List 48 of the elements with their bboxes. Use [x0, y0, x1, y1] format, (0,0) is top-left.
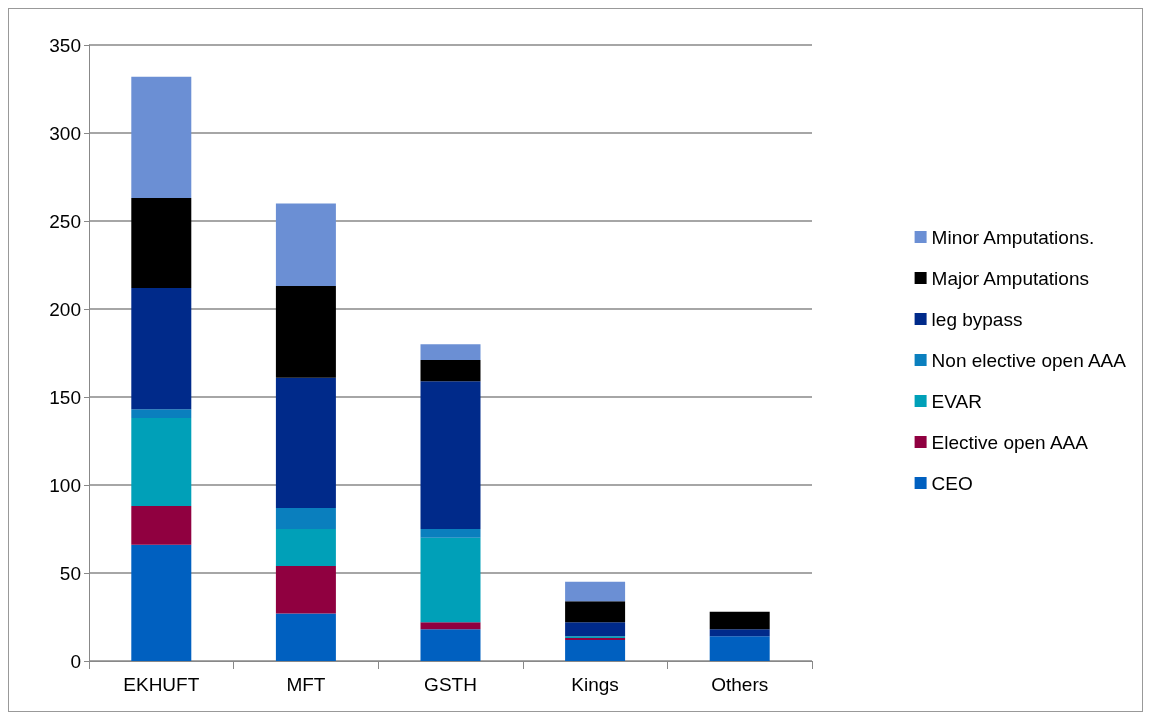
bar: [420, 537, 481, 623]
legend-label: Elective open AAA: [931, 431, 1089, 453]
y-tick-label: 0: [70, 650, 81, 672]
y-tick-label: 150: [49, 386, 81, 408]
bar: [131, 287, 192, 410]
bar: [420, 381, 481, 529]
y-tick-label: 50: [59, 562, 81, 584]
bar: [420, 344, 481, 361]
bar: [275, 565, 336, 614]
bar: [131, 506, 192, 545]
bar: [565, 622, 626, 637]
y-tick-label: 250: [49, 210, 81, 232]
x-tick-label: Kings: [571, 674, 619, 695]
legend-label: Minor Amputations.: [931, 226, 1095, 248]
bar: [420, 360, 481, 382]
bar: [565, 639, 626, 661]
y-tick-label: 200: [49, 298, 81, 320]
bar: [275, 507, 336, 529]
y-tick-label: 100: [49, 474, 81, 496]
bar: [709, 636, 770, 661]
bar: [709, 629, 770, 637]
bar: [131, 198, 192, 288]
legend-label: EVAR: [931, 390, 982, 412]
bar: [565, 581, 626, 602]
y-tick-label: 300: [49, 122, 81, 144]
bar: [565, 601, 626, 623]
x-tick-label: MFT: [286, 674, 326, 695]
bar: [131, 409, 192, 419]
x-tick-label: EKHUFT: [123, 674, 200, 695]
bar: [420, 622, 481, 630]
bar: [420, 629, 481, 661]
bar: [275, 286, 336, 378]
bar: [275, 529, 336, 566]
legend-label: leg bypass: [931, 308, 1023, 330]
legend-label: Non elective open AAA: [931, 349, 1127, 371]
bar: [131, 418, 192, 507]
bar: [420, 529, 481, 538]
bar: [275, 377, 336, 508]
bar: [709, 611, 770, 630]
bar: [275, 203, 336, 287]
legend-label: Major Amputations: [931, 267, 1089, 289]
legend-label: CEO: [931, 472, 973, 494]
bar: [131, 76, 192, 199]
x-tick-label: Others: [711, 674, 769, 695]
bar: [131, 544, 192, 661]
x-tick-label: GSTH: [424, 674, 477, 695]
bar: [275, 613, 336, 661]
y-tick-label: 350: [49, 34, 81, 56]
